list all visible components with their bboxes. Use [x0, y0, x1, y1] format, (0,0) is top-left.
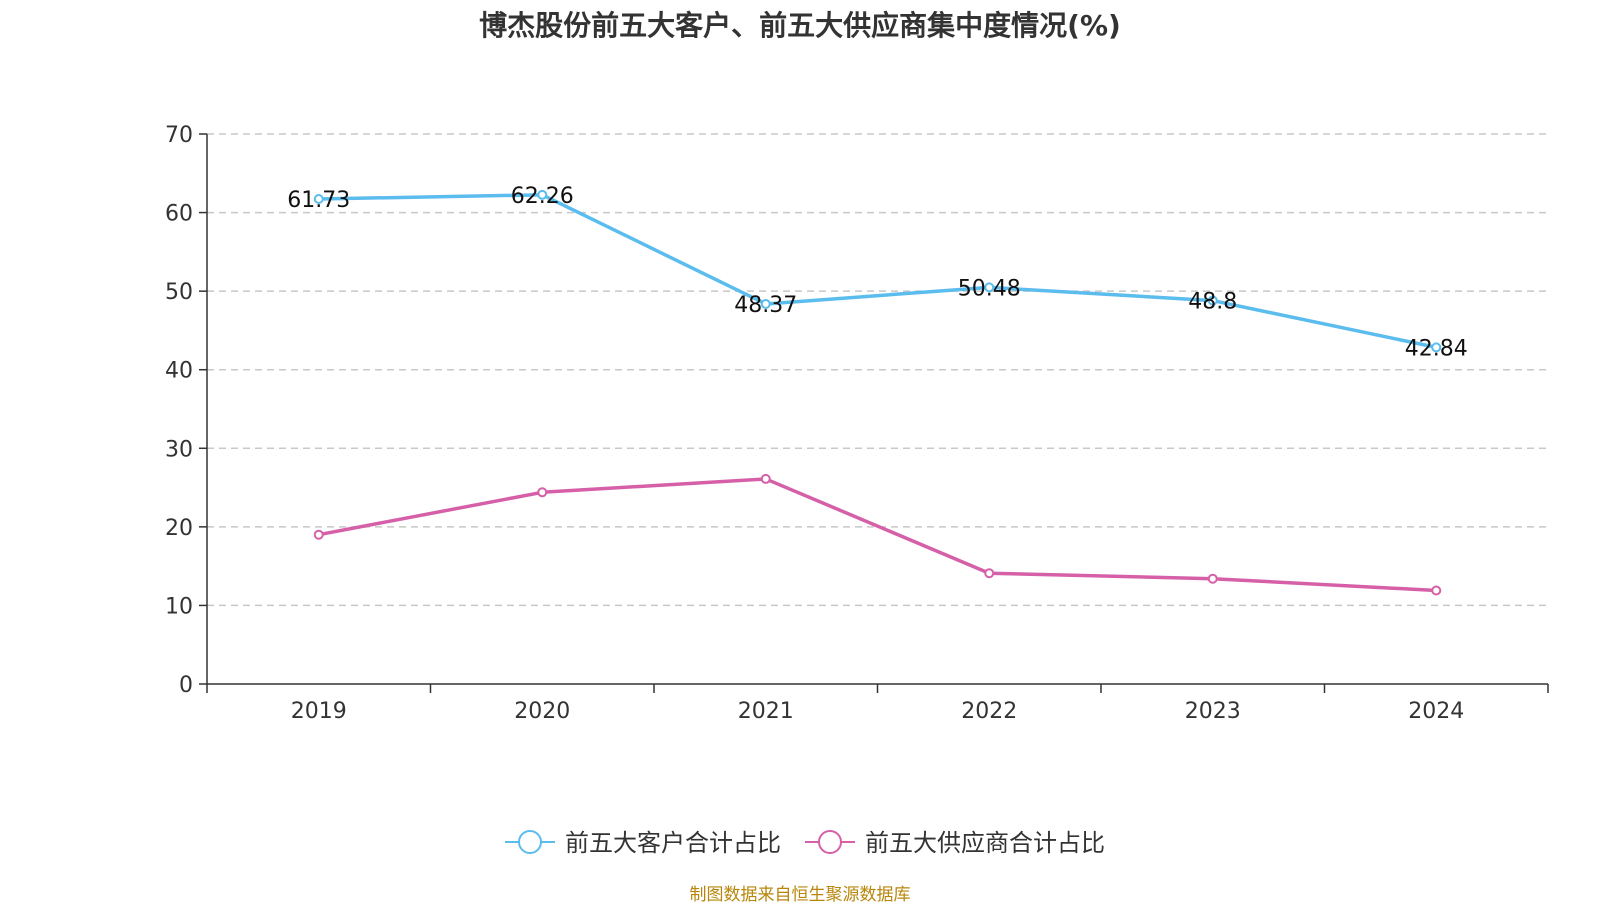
- data-point: [984, 568, 995, 579]
- gridlines: [207, 133, 1548, 607]
- series-line-0: [318, 193, 1437, 350]
- data-label: 42.84: [1405, 336, 1468, 361]
- data-point: [760, 298, 771, 309]
- legend-label: 前五大供应商合计占比: [865, 829, 1105, 857]
- y-tick-label: 60: [165, 202, 193, 227]
- data-point: [313, 193, 324, 204]
- data-point: [1207, 573, 1218, 584]
- data-labels: 61.73 62.26 48.37 50.48 48.8 42.84: [287, 184, 1467, 362]
- data-label: 48.8: [1188, 290, 1237, 315]
- series-line-1: [318, 477, 1437, 593]
- x-tick-label: 2019: [291, 699, 347, 724]
- x-tick-label: 2021: [738, 699, 794, 724]
- legend: 前五大客户合计占比 前五大供应商合计占比: [505, 829, 1105, 857]
- y-tick-label: 0: [179, 673, 193, 698]
- x-tick-label: 2024: [1408, 699, 1464, 724]
- chart-title: 博杰股份前五大客户、前五大供应商集中度情况(%): [479, 9, 1121, 42]
- y-tick-label: 50: [165, 280, 193, 305]
- y-tick-label: 40: [165, 359, 193, 384]
- x-tick-label: 2020: [514, 699, 570, 724]
- y-tick-label: 70: [165, 123, 193, 148]
- data-label: 50.48: [958, 276, 1021, 301]
- legend-label: 前五大客户合计占比: [565, 829, 781, 857]
- y-tick-label: 10: [165, 594, 193, 619]
- data-point: [537, 487, 548, 498]
- legend-marker-icon: [518, 830, 542, 854]
- data-label: 62.26: [511, 184, 574, 209]
- y-tick-label: 30: [165, 437, 193, 462]
- data-point: [1431, 342, 1442, 353]
- axes: 0 10 20 30 40 50 60 70 2019 2020 2021 2022 2023 2024: [165, 123, 1549, 724]
- x-tick-label: 2022: [961, 699, 1017, 724]
- data-point: [313, 529, 324, 540]
- y-tick-label: 20: [165, 516, 193, 541]
- data-point: [1207, 295, 1218, 306]
- legend-marker-icon: [818, 830, 842, 854]
- source-note: 制图数据来自恒生聚源数据库: [689, 885, 911, 905]
- x-tick-label: 2023: [1185, 699, 1241, 724]
- data-point: [1431, 585, 1442, 596]
- data-label: 48.37: [734, 293, 797, 318]
- series-layer: [313, 189, 1442, 596]
- data-point: [984, 282, 995, 293]
- data-point: [537, 189, 548, 200]
- data-point: [760, 473, 771, 484]
- data-label: 61.73: [287, 188, 350, 213]
